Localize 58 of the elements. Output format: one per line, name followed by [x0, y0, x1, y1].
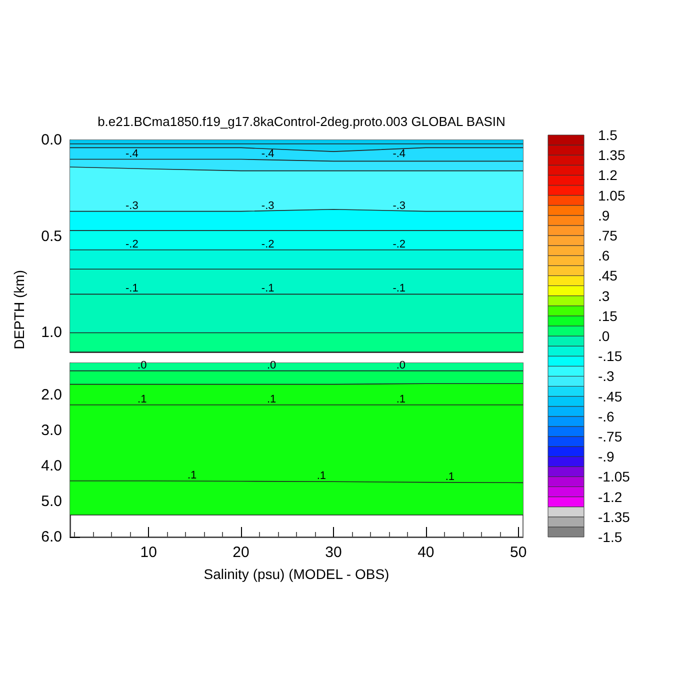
color-bar-label: 1.2	[598, 167, 618, 184]
annotation: -.2	[261, 238, 274, 250]
x-axis-title: Salinity (psu) (MODEL - OBS)	[204, 566, 390, 582]
y-tick-label: 5.0	[41, 492, 62, 510]
color-bar-label: -.75	[598, 428, 622, 444]
annotation: .1	[138, 393, 147, 406]
annotation: .0	[138, 359, 147, 372]
color-bar-label: -.9	[598, 448, 615, 465]
color-bar-label: .3	[598, 288, 610, 304]
color-bar-label: .75	[598, 228, 618, 244]
annotation: -.2	[392, 238, 406, 250]
chart-title: b.e21.BCma1850.f19_g17.8kaControl-2deg.proto.003 GLOBAL BASIN	[98, 114, 506, 129]
annotation: .1	[266, 393, 276, 406]
annotation: -.2	[126, 238, 138, 250]
color-bar-label: 1.35	[598, 147, 626, 164]
annotation: .1	[445, 470, 455, 483]
y-tick-label: 1.0	[41, 324, 62, 342]
color-bar-label: .0	[598, 328, 610, 344]
annotation: -.4	[392, 148, 406, 160]
color-bar-label: -.3	[598, 368, 615, 384]
color-bar-label: 1.05	[598, 187, 626, 204]
y-tick-label: 2.0	[41, 386, 62, 404]
color-bar-label: -.15	[598, 348, 622, 364]
color-bar-label: .45	[598, 268, 618, 284]
color-bar-label: -.6	[598, 408, 615, 424]
y-tick-label: 0.5	[41, 228, 62, 245]
annotation: .1	[316, 470, 326, 482]
annotation: -.3	[261, 200, 274, 212]
y-tick-label: 4.0	[41, 457, 62, 474]
y-tick-label: 6.0	[41, 528, 62, 546]
annotation: -.3	[392, 200, 406, 212]
annotation: -.4	[261, 148, 274, 160]
color-bar-label: 1.5	[598, 127, 618, 143]
annotation: .0	[396, 359, 406, 372]
annotation: .1	[396, 393, 406, 406]
annotation: .1	[187, 470, 197, 482]
x-tick-label: 20	[232, 544, 250, 561]
color-bar-label: -.45	[598, 388, 622, 404]
color-bar-label: -1.2	[598, 488, 622, 505]
x-tick-label: 50	[510, 544, 527, 561]
color-bar-label: -1.35	[598, 508, 630, 525]
annotation: -.4	[126, 148, 138, 160]
x-tick-label: 30	[325, 544, 342, 561]
annotation: -.1	[261, 282, 274, 295]
x-tick-label: 10	[140, 544, 157, 561]
annotation: -.1	[392, 282, 406, 295]
annotation: -.3	[126, 200, 138, 212]
x-tick-label: 40	[418, 544, 434, 561]
y-tick-label: 3.0	[41, 422, 62, 439]
annotation: .0	[266, 359, 276, 372]
color-bar-label: -1.05	[598, 468, 630, 485]
annotation: -.1	[126, 282, 138, 295]
color-bar-label: .15	[598, 308, 618, 324]
color-bar-label: -1.5	[598, 529, 622, 545]
y-tick-label: 0.0	[41, 132, 62, 148]
color-bar-label: .6	[598, 248, 610, 264]
color-bar-label: .9	[598, 207, 610, 224]
y-axis-title: DEPTH (km)	[11, 270, 27, 350]
